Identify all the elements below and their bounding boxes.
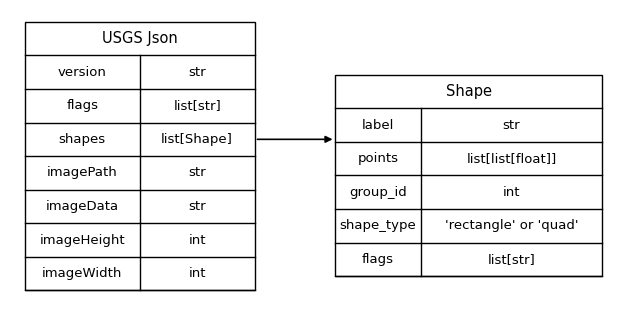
- Text: label: label: [362, 118, 394, 132]
- Text: str: str: [188, 66, 206, 79]
- Text: list[list[float]]: list[list[float]]: [466, 152, 556, 165]
- Text: group_id: group_id: [349, 186, 407, 199]
- Text: imageData: imageData: [46, 200, 119, 213]
- Text: version: version: [58, 66, 107, 79]
- Text: imageHeight: imageHeight: [40, 234, 125, 247]
- Text: points: points: [358, 152, 399, 165]
- Text: imagePath: imagePath: [47, 166, 117, 179]
- Text: USGS Json: USGS Json: [102, 31, 178, 46]
- Text: list[Shape]: list[Shape]: [161, 133, 233, 146]
- Text: flags: flags: [362, 253, 394, 266]
- Text: str: str: [188, 200, 206, 213]
- Text: 'rectangle' or 'quad': 'rectangle' or 'quad': [445, 219, 578, 232]
- Text: list[str]: list[str]: [173, 99, 221, 112]
- Text: str: str: [188, 166, 206, 179]
- Text: Shape: Shape: [446, 84, 492, 99]
- Text: shapes: shapes: [59, 133, 106, 146]
- Text: shape_type: shape_type: [340, 219, 417, 232]
- Text: list[str]: list[str]: [487, 253, 535, 266]
- Bar: [25, 22, 255, 290]
- Text: str: str: [503, 118, 520, 132]
- Text: imageWidth: imageWidth: [42, 267, 122, 280]
- Text: flags: flags: [66, 99, 98, 112]
- Text: int: int: [188, 234, 206, 247]
- Text: int: int: [188, 267, 206, 280]
- Text: int: int: [503, 186, 520, 199]
- Bar: [335, 75, 602, 276]
